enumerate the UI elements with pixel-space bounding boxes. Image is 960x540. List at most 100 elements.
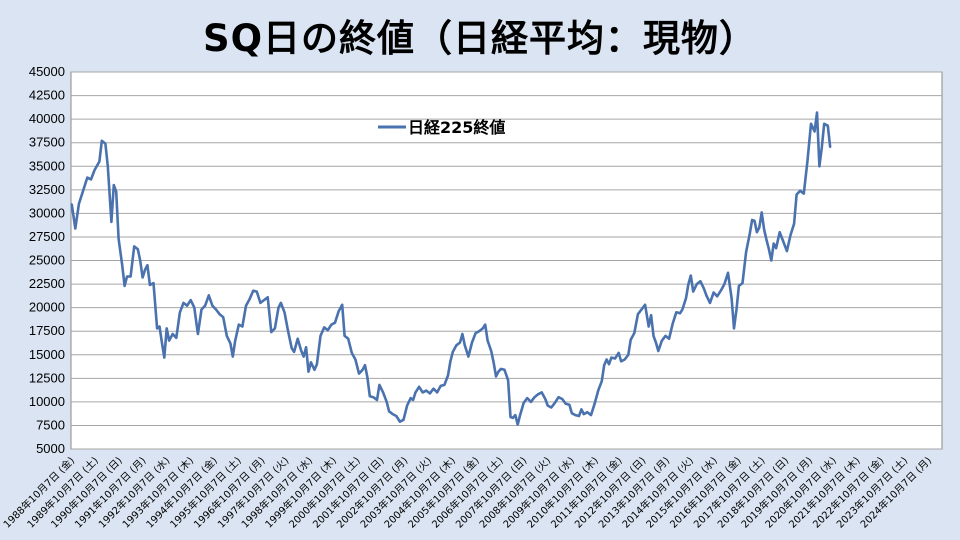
chart-title: SQ日の終値（日経平均：現物） bbox=[202, 17, 758, 60]
data-point bbox=[760, 211, 763, 214]
x-axis-ticks: 1988年10月7日 (金)1989年10月7日 (土)1990年10月7日 (… bbox=[0, 454, 934, 531]
data-point bbox=[608, 363, 610, 366]
data-point bbox=[735, 308, 738, 311]
data-point bbox=[366, 376, 369, 379]
data-point bbox=[827, 124, 829, 127]
data-point bbox=[574, 414, 577, 416]
data-point bbox=[482, 327, 484, 330]
data-point bbox=[495, 375, 497, 378]
data-point bbox=[467, 355, 470, 358]
data-point bbox=[263, 299, 265, 301]
series-line bbox=[70, 111, 832, 426]
legend: 日経225終値 bbox=[378, 118, 505, 137]
data-point bbox=[763, 228, 765, 231]
data-point bbox=[474, 332, 477, 334]
data-point bbox=[741, 282, 744, 284]
data-point bbox=[561, 398, 563, 400]
data-point bbox=[439, 385, 442, 387]
data-point bbox=[617, 352, 620, 354]
data-point bbox=[586, 411, 589, 414]
data-point bbox=[330, 323, 333, 326]
data-point bbox=[657, 350, 660, 352]
data-point bbox=[557, 396, 560, 399]
data-point bbox=[310, 361, 312, 364]
data-point bbox=[486, 339, 489, 342]
data-point bbox=[447, 374, 449, 377]
data-point bbox=[117, 238, 120, 240]
data-point bbox=[533, 396, 536, 399]
data-point bbox=[280, 302, 282, 304]
data-point bbox=[716, 295, 718, 298]
data-point bbox=[775, 247, 777, 249]
data-point bbox=[402, 419, 405, 421]
data-point bbox=[234, 339, 236, 342]
data-point bbox=[745, 251, 747, 253]
data-point bbox=[580, 408, 583, 411]
data-point bbox=[347, 337, 350, 340]
y-tick-label: 7500 bbox=[36, 417, 65, 432]
data-point bbox=[163, 356, 166, 359]
data-point bbox=[720, 289, 722, 292]
data-point bbox=[290, 347, 293, 350]
data-point bbox=[238, 323, 240, 326]
data-point bbox=[385, 401, 388, 403]
data-point bbox=[241, 325, 244, 328]
data-point bbox=[768, 248, 770, 250]
data-point bbox=[464, 344, 466, 347]
y-tick-label: 12500 bbox=[29, 370, 65, 385]
data-point bbox=[90, 178, 92, 181]
data-point bbox=[799, 190, 801, 192]
data-point bbox=[756, 231, 758, 233]
data-point bbox=[571, 412, 573, 415]
data-point bbox=[78, 203, 80, 205]
data-point bbox=[248, 298, 251, 300]
data-point bbox=[443, 384, 446, 386]
data-point bbox=[765, 239, 768, 241]
data-point bbox=[633, 332, 636, 334]
data-point bbox=[146, 264, 149, 267]
data-point bbox=[395, 415, 398, 417]
data-point bbox=[516, 423, 519, 426]
data-point bbox=[259, 302, 262, 304]
data-point bbox=[497, 370, 500, 373]
data-point bbox=[358, 372, 360, 375]
data-point bbox=[478, 330, 481, 333]
data-point bbox=[215, 308, 217, 311]
data-point bbox=[727, 272, 729, 274]
data-point bbox=[503, 369, 506, 371]
legend-label: 日経225終値 bbox=[408, 118, 505, 137]
data-point bbox=[696, 283, 698, 285]
data-point bbox=[507, 379, 509, 382]
data-point bbox=[681, 308, 684, 311]
data-point bbox=[590, 414, 592, 416]
data-point bbox=[644, 304, 646, 306]
data-point bbox=[364, 364, 366, 366]
data-point bbox=[751, 219, 753, 221]
data-point bbox=[313, 369, 316, 371]
data-point bbox=[738, 285, 740, 287]
data-point bbox=[266, 296, 269, 299]
data-point bbox=[354, 358, 357, 361]
data-point bbox=[500, 368, 502, 370]
data-point bbox=[123, 285, 126, 287]
data-point bbox=[753, 220, 756, 222]
data-point bbox=[429, 392, 431, 395]
data-point bbox=[113, 184, 115, 186]
data-point bbox=[432, 387, 435, 390]
data-point bbox=[399, 420, 401, 423]
data-point bbox=[293, 351, 295, 353]
data-point bbox=[692, 290, 694, 293]
data-point bbox=[530, 401, 532, 403]
data-point bbox=[492, 361, 495, 364]
data-point bbox=[208, 294, 210, 297]
data-point bbox=[593, 403, 596, 405]
data-point bbox=[449, 360, 452, 363]
data-point bbox=[226, 335, 228, 337]
data-point bbox=[829, 146, 831, 149]
data-point bbox=[372, 396, 375, 399]
data-point bbox=[647, 325, 650, 328]
data-point bbox=[274, 327, 276, 330]
data-point bbox=[126, 275, 128, 278]
data-point bbox=[810, 123, 812, 125]
data-point bbox=[161, 341, 163, 344]
